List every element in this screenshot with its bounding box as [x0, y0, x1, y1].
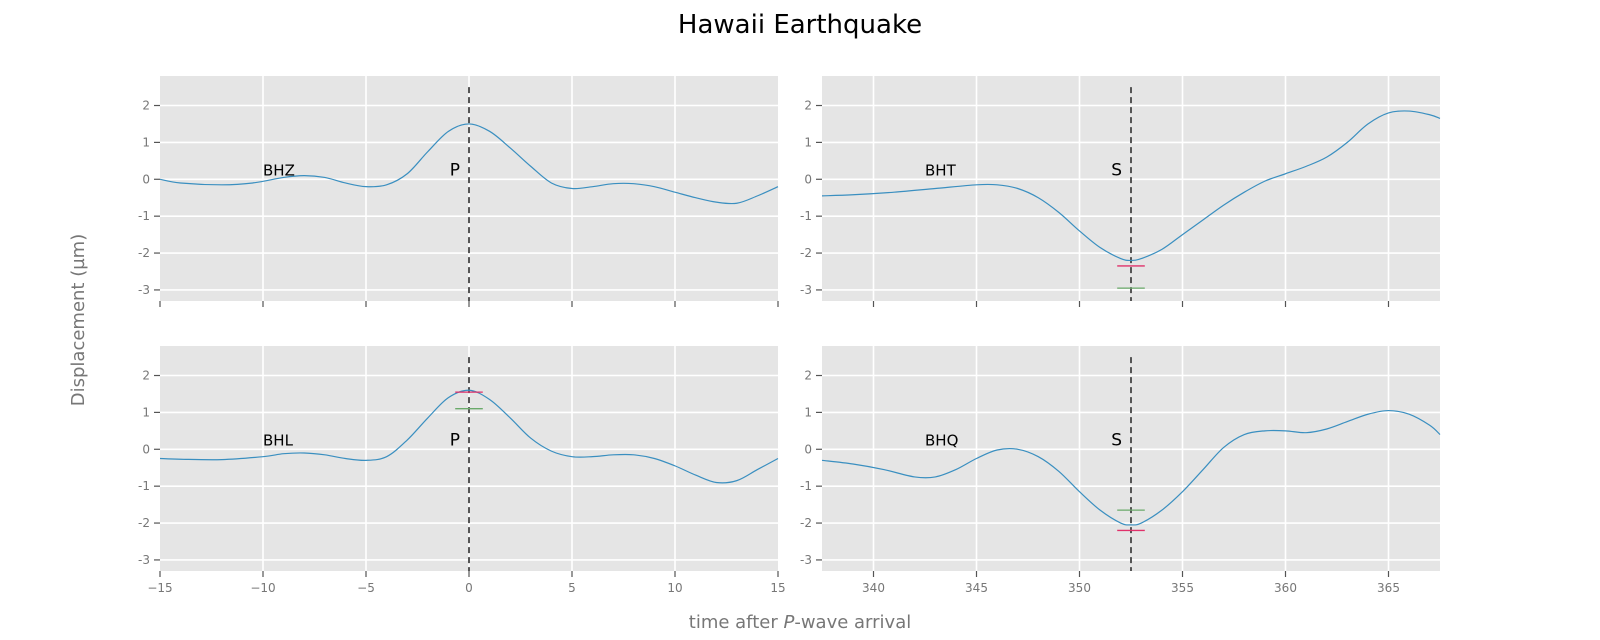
- y-axis-label: Displacement (µm): [68, 234, 89, 407]
- x-tick-label: 5: [568, 581, 576, 595]
- x-tick-label: 340: [862, 581, 885, 595]
- y-tick-label: 1: [142, 135, 150, 149]
- y-tick-label: 1: [804, 405, 812, 419]
- y-tick-label: -2: [800, 246, 812, 260]
- trace-name-label: BHZ: [263, 161, 295, 179]
- trace-name-label: BHQ: [925, 431, 958, 449]
- y-tick-label: -2: [138, 246, 150, 260]
- x-axis-label: time after P-wave arrival: [689, 612, 911, 633]
- y-tick-label: -1: [800, 209, 812, 223]
- y-tick-label: 0: [804, 442, 812, 456]
- waveform-bht: [821, 110, 1441, 262]
- phase-label: S: [1111, 430, 1122, 450]
- chart-title: Hawaii Earthquake: [678, 10, 922, 40]
- y-tick-label: 0: [142, 172, 150, 186]
- y-tick-label: 1: [804, 135, 812, 149]
- y-tick-label: -3: [800, 553, 812, 567]
- trace-name-label: BHL: [263, 431, 294, 449]
- x-tick-label: 10: [667, 581, 682, 595]
- y-tick-label: 2: [142, 369, 150, 383]
- x-tick-label: 360: [1274, 581, 1297, 595]
- x-tick-label: 365: [1377, 581, 1400, 595]
- y-tick-label: -3: [138, 553, 150, 567]
- x-tick-label: 350: [1068, 581, 1091, 595]
- y-tick-label: -1: [138, 479, 150, 493]
- y-tick-label: 1: [142, 405, 150, 419]
- y-tick-label: -1: [800, 479, 812, 493]
- phase-label: S: [1111, 160, 1122, 180]
- phase-label: P: [450, 160, 460, 180]
- x-tick-label: −10: [250, 581, 275, 595]
- panel-bhz: 2 1 0 -1 -2 -3 BHZ P: [138, 76, 779, 307]
- x-tick-label: 15: [770, 581, 785, 595]
- y-tick-label: -3: [138, 283, 150, 297]
- y-tick-label: 0: [804, 172, 812, 186]
- waveform-bhq: [821, 409, 1441, 526]
- x-tick-label: 0: [465, 581, 473, 595]
- trace-name-label: BHT: [925, 161, 957, 179]
- y-tick-label: -3: [800, 283, 812, 297]
- y-tick-label: 2: [142, 99, 150, 113]
- y-tick-label: -1: [138, 209, 150, 223]
- y-tick-label: -2: [800, 516, 812, 530]
- x-tick-label: 345: [965, 581, 988, 595]
- y-tick-label: 2: [804, 99, 812, 113]
- waveform-bhl: [159, 389, 779, 484]
- x-tick-label: −5: [357, 581, 375, 595]
- x-tick-label: −15: [147, 581, 172, 595]
- x-tick-label: 355: [1171, 581, 1194, 595]
- waveform-bhz: [159, 123, 779, 205]
- panel-bhq: 340 345 350 355 360 365 2 1 0 -1 -2 -3 BHQ S: [800, 346, 1441, 595]
- y-tick-label: 0: [142, 442, 150, 456]
- y-tick-label: 2: [804, 369, 812, 383]
- y-tick-label: -2: [138, 516, 150, 530]
- phase-label: P: [450, 430, 460, 450]
- panel-bht: 2 1 0 -1 -2 -3 BHT S: [800, 76, 1441, 307]
